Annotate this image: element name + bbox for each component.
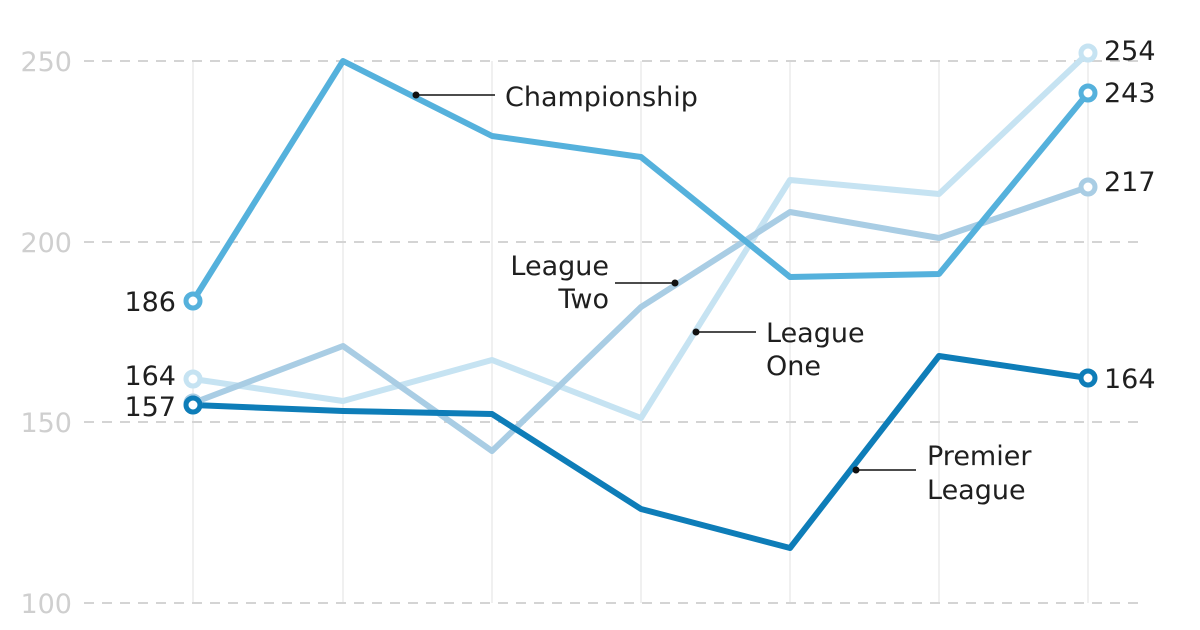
marker-premier-league-start (183, 395, 203, 415)
label-league-two-end: 217 (1104, 167, 1156, 198)
svg-text:Championship: Championship (505, 82, 698, 113)
marker-league-one-start (183, 369, 203, 389)
marker-league-one-end (1078, 43, 1098, 63)
label-championship-start: 186 (124, 287, 176, 318)
y-tick-100: 100 (20, 589, 72, 620)
annotation-premier-league: Premier League (852, 441, 1032, 506)
series-league-two (191, 184, 1089, 454)
svg-text:League: League (510, 251, 609, 282)
svg-text:League: League (927, 475, 1026, 506)
series-premier-league (192, 353, 1089, 551)
label-league-one-start: 164 (124, 361, 176, 392)
marker-championship-start (183, 291, 203, 311)
label-league-one-end: 254 (1104, 36, 1156, 67)
y-tick-250: 250 (20, 47, 72, 78)
annotation-championship: Championship (412, 82, 698, 113)
svg-text:One: One (766, 351, 821, 382)
series-championship (190, 58, 1091, 303)
annotation-league-one: League One (692, 318, 865, 382)
svg-text:League: League (766, 318, 865, 349)
label-premier-league-end: 164 (1104, 364, 1156, 395)
y-axis-ticks: 250 200 150 100 (20, 47, 72, 620)
marker-championship-end (1078, 83, 1098, 103)
svg-text:Two: Two (557, 284, 609, 315)
label-premier-league-start: 157 (124, 392, 176, 423)
y-tick-150: 150 (20, 408, 72, 439)
marker-league-two-end (1078, 177, 1098, 197)
y-tick-200: 200 (20, 228, 72, 259)
svg-text:Premier: Premier (927, 441, 1032, 472)
marker-premier-league-end (1078, 368, 1098, 388)
vertical-gridlines (192, 61, 1089, 603)
label-championship-end: 243 (1104, 78, 1156, 109)
endpoint-markers (183, 43, 1098, 415)
annotation-league-two: League Two (510, 251, 679, 315)
horizontal-gridlines (84, 60, 1140, 604)
series-league-one (192, 50, 1091, 421)
